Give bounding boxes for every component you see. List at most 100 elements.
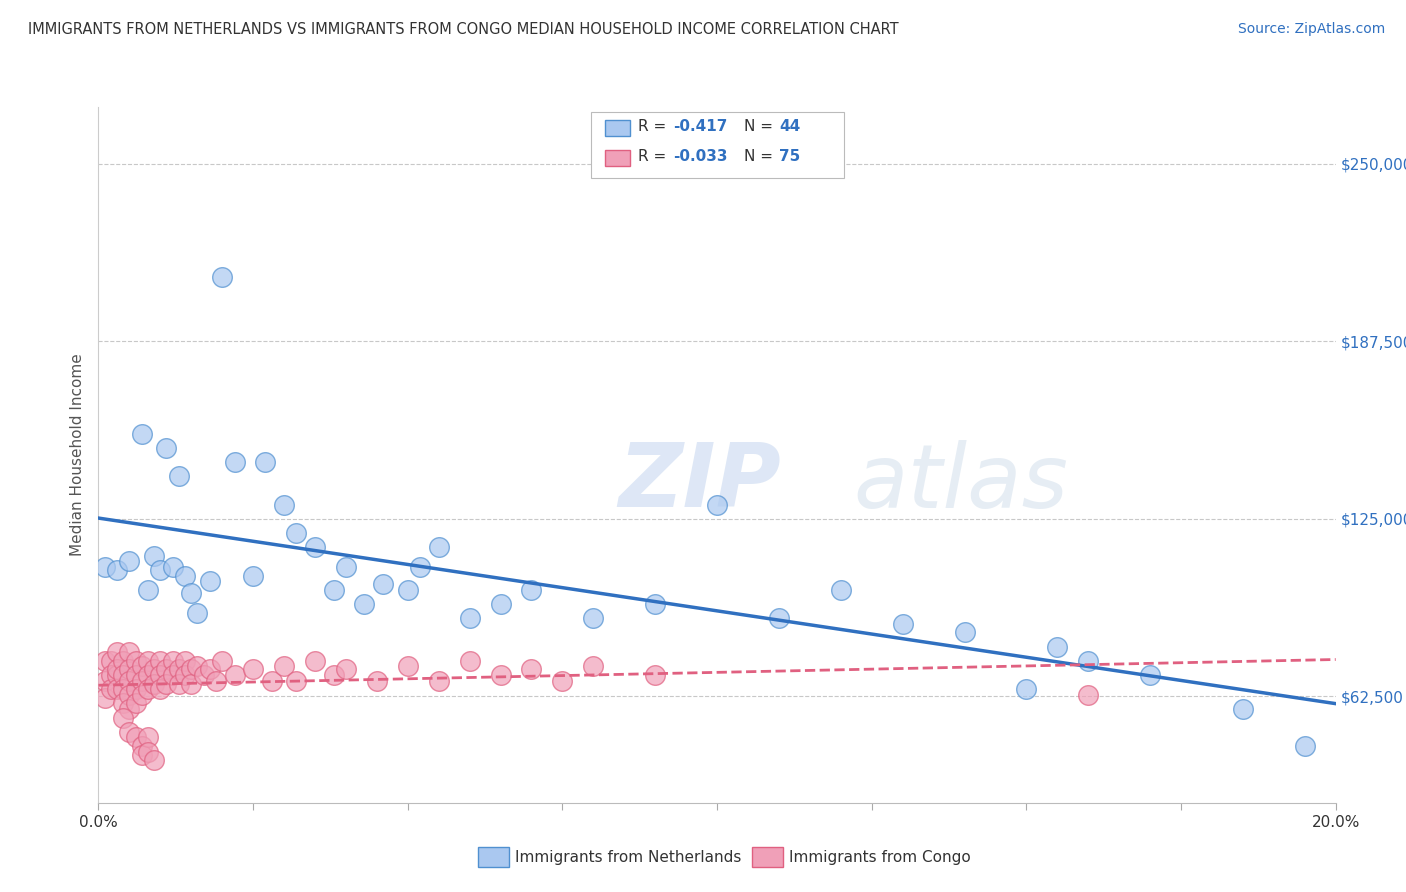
Point: [520, 662, 543, 676]
Point: [211, 270, 233, 285]
Point: [155, 441, 177, 455]
Point: [254, 455, 277, 469]
Point: [131, 747, 153, 762]
Point: [93, 560, 115, 574]
Point: [149, 668, 172, 682]
Point: [131, 739, 153, 753]
Point: [409, 560, 432, 574]
Point: [335, 560, 357, 574]
Point: [520, 582, 543, 597]
Point: [489, 597, 512, 611]
Text: N =: N =: [744, 150, 778, 164]
Point: [582, 611, 605, 625]
Text: ZIP: ZIP: [619, 439, 780, 526]
Point: [112, 682, 135, 697]
Point: [242, 568, 264, 582]
Point: [186, 606, 208, 620]
Point: [155, 676, 177, 690]
Point: [118, 724, 141, 739]
Point: [304, 540, 326, 554]
Point: [131, 426, 153, 441]
Point: [93, 690, 115, 705]
Point: [118, 702, 141, 716]
Text: Immigrants from Congo: Immigrants from Congo: [789, 850, 970, 864]
Text: Source: ZipAtlas.com: Source: ZipAtlas.com: [1237, 22, 1385, 37]
Point: [353, 597, 375, 611]
Point: [105, 645, 128, 659]
Point: [149, 654, 172, 668]
Point: [118, 554, 141, 568]
Point: [211, 654, 233, 668]
Point: [1046, 640, 1069, 654]
Point: [273, 498, 295, 512]
Point: [174, 668, 197, 682]
Point: [180, 585, 202, 599]
Point: [143, 753, 166, 767]
Text: -0.033: -0.033: [673, 150, 728, 164]
Point: [118, 662, 141, 676]
Point: [105, 682, 128, 697]
Point: [105, 563, 128, 577]
Point: [131, 659, 153, 673]
Point: [167, 676, 190, 690]
Point: [118, 688, 141, 702]
Point: [136, 731, 159, 745]
Point: [1139, 668, 1161, 682]
Point: [112, 697, 135, 711]
Point: [953, 625, 976, 640]
Point: [143, 549, 166, 563]
Point: [551, 673, 574, 688]
Point: [118, 673, 141, 688]
Point: [124, 668, 146, 682]
Point: [167, 662, 190, 676]
Point: [322, 668, 344, 682]
Point: [644, 668, 666, 682]
Point: [136, 682, 159, 697]
Point: [180, 676, 202, 690]
Point: [155, 662, 177, 676]
Point: [1232, 702, 1254, 716]
Point: [105, 662, 128, 676]
Point: [1015, 682, 1038, 697]
Point: [242, 662, 264, 676]
Point: [891, 616, 914, 631]
Point: [489, 668, 512, 682]
Point: [198, 574, 221, 589]
Point: [136, 668, 159, 682]
Point: [100, 654, 122, 668]
Point: [124, 682, 146, 697]
Point: [136, 582, 159, 597]
Point: [112, 654, 135, 668]
Text: atlas: atlas: [853, 440, 1069, 525]
Point: [273, 659, 295, 673]
Point: [112, 668, 135, 682]
Point: [396, 582, 419, 597]
Point: [768, 611, 790, 625]
Point: [105, 668, 128, 682]
Point: [366, 673, 388, 688]
Point: [162, 668, 184, 682]
Point: [198, 662, 221, 676]
Point: [174, 568, 197, 582]
Point: [124, 731, 146, 745]
Point: [1077, 654, 1099, 668]
Point: [112, 710, 135, 724]
Point: [162, 560, 184, 574]
Point: [322, 582, 344, 597]
Point: [193, 668, 215, 682]
Point: [1294, 739, 1316, 753]
Point: [830, 582, 852, 597]
Point: [458, 611, 481, 625]
Point: [205, 673, 228, 688]
Point: [285, 673, 308, 688]
Point: [131, 688, 153, 702]
Point: [136, 654, 159, 668]
Y-axis label: Median Household Income: Median Household Income: [69, 353, 84, 557]
Point: [396, 659, 419, 673]
Text: 44: 44: [779, 120, 800, 134]
Text: N =: N =: [744, 120, 778, 134]
Point: [1077, 688, 1099, 702]
Point: [93, 654, 115, 668]
Point: [167, 469, 190, 483]
Point: [162, 654, 184, 668]
